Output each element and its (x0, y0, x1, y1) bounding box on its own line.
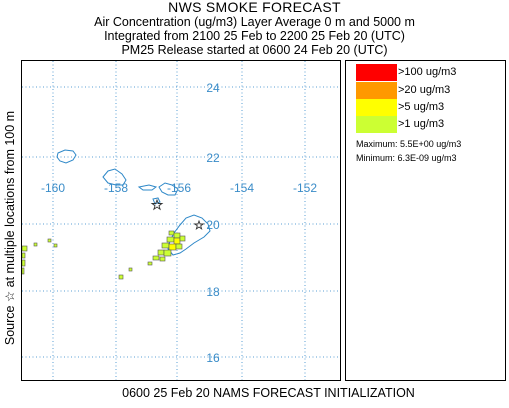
coastlines (56, 149, 211, 256)
smoke-cell (173, 237, 181, 245)
release-start: PM25 Release started at 0600 24 Feb 20 (… (121, 43, 388, 57)
smoke-cell (157, 249, 165, 256)
legend-swatch (356, 99, 397, 116)
maui-coastline (158, 182, 179, 196)
map-panel: 24 22 20 18 16 -160 -158 -156 -154 -152 (21, 60, 341, 381)
legend-label: >5 ug/m3 (398, 101, 445, 113)
lat-label-22: 22 (206, 151, 220, 165)
legend-label: >20 ug/m3 (398, 84, 451, 96)
legend-panel: >100 ug/m3 >20 ug/m3 >5 ug/m3 >1 ug/m3 M… (345, 60, 506, 381)
lat-label-24: 24 (206, 81, 220, 95)
legend-label: >100 ug/m3 (398, 66, 457, 78)
lanai-coastline (152, 197, 161, 205)
smoke-cell (47, 238, 52, 243)
smoke-cell (22, 267, 25, 275)
smoke-cell (161, 242, 170, 249)
header: NWS SMOKE FORECAST Air Concentration (ug… (0, 0, 509, 60)
lon-label-156: -156 (167, 181, 191, 195)
lat-label-18: 18 (206, 285, 220, 299)
lon-label-154: -154 (230, 181, 254, 195)
smoke-cell (118, 274, 124, 280)
smoke-cell (53, 243, 58, 248)
latitude-grid (22, 86, 340, 358)
smoke-cell (163, 249, 172, 257)
smoke-cell (168, 230, 175, 236)
smoke-cell (166, 236, 175, 243)
smoke-cell (22, 259, 26, 267)
map-canvas: 24 22 20 18 16 -160 -158 -156 -154 -152 (22, 61, 340, 380)
forecast-title: NWS SMOKE FORECAST (168, 0, 341, 15)
smoke-cell (22, 252, 26, 259)
source-description: Source ☆ at multiple locations from 100 … (3, 110, 17, 346)
oahu-coastline (102, 168, 127, 186)
kauai-coastline (56, 149, 77, 164)
smoke-cell (175, 243, 183, 250)
initialization-footer: 0600 25 Feb 20 NAMS FORECAST INITIALIZAT… (122, 386, 415, 400)
concentration-description: Air Concentration (ug/m3) Layer Average … (94, 15, 415, 29)
lat-label-16: 16 (206, 351, 220, 365)
maximum-value: Maximum: 5.5E+00 ug/m3 (356, 139, 462, 149)
big-island-coastline (167, 214, 211, 256)
smoke-cell (159, 256, 166, 262)
smoke-cell (168, 243, 177, 251)
smoke-cell (147, 261, 153, 266)
legend-swatch (356, 116, 397, 133)
legend-label: >1 ug/m3 (398, 118, 445, 130)
star-icon (193, 219, 205, 231)
source-markers (150, 198, 205, 231)
smoke-cell (179, 235, 186, 242)
smoke-cell (152, 255, 160, 261)
smoke-cell (22, 245, 28, 252)
smoke-cell (173, 232, 181, 239)
legend-swatch (356, 64, 397, 81)
lon-label-160: -160 (41, 181, 65, 195)
legend-swatch (356, 82, 397, 99)
smoke-cell (33, 242, 38, 247)
smoke-cell (128, 267, 133, 272)
minimum-value: Minimum: 6.3E-09 ug/m3 (356, 153, 457, 163)
star-icon (150, 198, 164, 211)
molokai-coastline (137, 184, 158, 191)
longitude-grid (52, 61, 306, 380)
integration-period: Integrated from 2100 25 Feb to 2200 25 F… (104, 29, 405, 43)
lon-label-152: -152 (293, 181, 317, 195)
smoke-plume (22, 230, 186, 280)
